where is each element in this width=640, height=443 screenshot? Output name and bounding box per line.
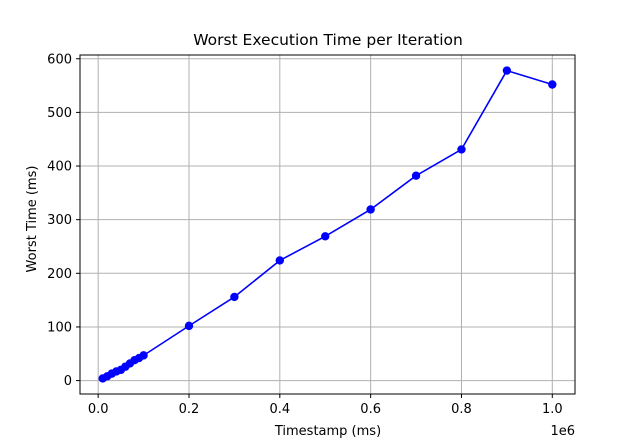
x-tick-label: 0.4 <box>269 402 290 417</box>
plot-frame <box>79 54 576 395</box>
y-tick-label: 400 <box>47 160 72 175</box>
y-tick-label: 300 <box>47 213 72 228</box>
y-tick-label: 500 <box>47 106 72 121</box>
grid-lines <box>80 55 575 394</box>
data-point <box>321 232 330 241</box>
y-tick-label: 0 <box>64 374 72 389</box>
y-axis-label: Worst Time (ms) <box>25 166 40 273</box>
chart-title: Worst Execution Time per Iteration <box>193 31 463 49</box>
x-tick-label: 1.0 <box>542 402 563 417</box>
y-tick-label: 600 <box>47 52 72 67</box>
x-axis-ticks: 0.0 0.2 0.4 0.6 0.8 1.0 <box>88 394 563 417</box>
x-tick-label: 0.8 <box>451 402 472 417</box>
data-point <box>548 80 557 89</box>
data-point <box>184 321 194 331</box>
data-point <box>275 256 285 265</box>
x-tick-label: 0.2 <box>179 402 200 417</box>
x-tick-label: 0.6 <box>360 402 381 417</box>
data-point <box>411 171 421 180</box>
x-axis-offset-label: 1e6 <box>550 424 575 439</box>
data-point <box>230 292 239 302</box>
series-layer <box>98 66 557 383</box>
data-point <box>502 66 512 75</box>
y-tick-label: 100 <box>47 320 72 335</box>
x-tick-label: 0.0 <box>88 402 109 417</box>
data-point <box>457 145 466 154</box>
data-point <box>139 351 148 360</box>
data-point <box>366 205 375 214</box>
y-axis-ticks: 0 100 200 300 400 500 600 <box>47 52 80 389</box>
x-axis-label: Timestamp (ms) <box>274 424 381 439</box>
y-tick-label: 200 <box>47 267 72 282</box>
